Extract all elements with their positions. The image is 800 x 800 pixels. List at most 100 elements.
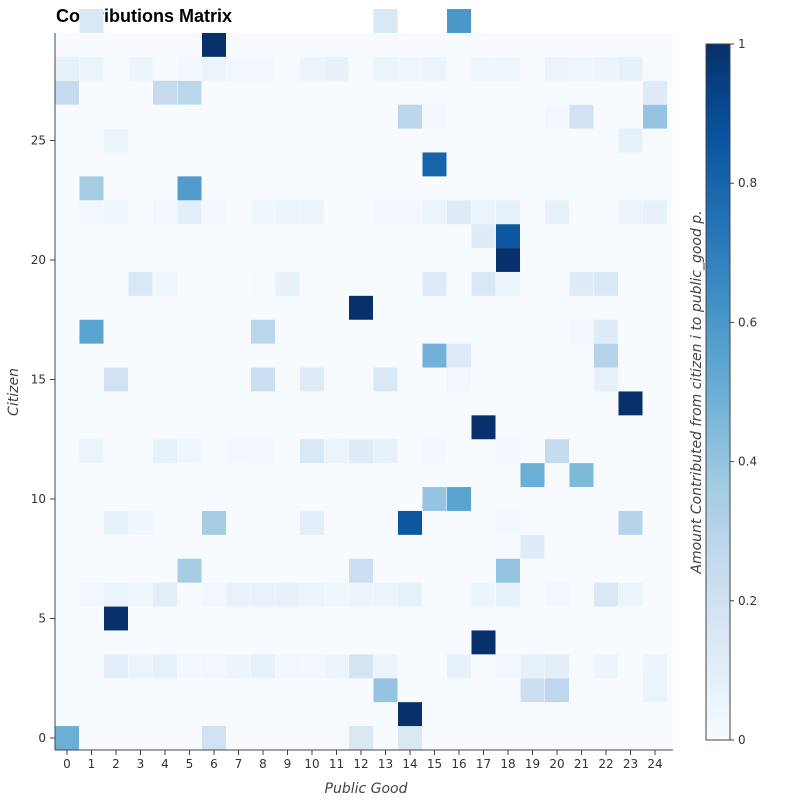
x-tick-label: 10 [304, 757, 319, 771]
colorbar-tick-label: 0.6 [738, 315, 757, 329]
heatmap-cell [422, 200, 447, 225]
heatmap-cell [300, 439, 324, 464]
heatmap-cell [226, 56, 251, 81]
x-tick-label: 2 [112, 757, 120, 771]
x-tick-label: 6 [210, 757, 218, 771]
colorbar-tick-label: 0.2 [738, 594, 757, 608]
heatmap-cell [104, 606, 128, 631]
heatmap-cell [153, 200, 177, 225]
heatmap-cell [128, 271, 153, 296]
heatmap-cell [153, 439, 177, 464]
heatmap-cell [447, 367, 471, 392]
heatmap-cell [275, 654, 300, 679]
colorbar-tick-label: 0.8 [738, 176, 757, 190]
heatmap-cell [594, 367, 618, 392]
heatmap-cell [104, 582, 128, 607]
heatmap-cell [545, 104, 569, 129]
heatmap-cell [520, 534, 545, 559]
heatmap-cell [422, 439, 447, 464]
heatmap-cell [373, 9, 398, 33]
heatmap-cell [398, 582, 422, 607]
heatmap-cell [398, 56, 422, 81]
heatmap-cell [545, 56, 569, 81]
heatmap-cell [373, 200, 398, 225]
heatmap-cells [55, 9, 667, 750]
heatmap-cell [177, 558, 202, 583]
heatmap-cell [153, 271, 177, 296]
heatmap-cell [79, 176, 104, 201]
x-tick-label: 4 [161, 757, 169, 771]
heatmap-cell [349, 582, 373, 607]
heatmap-cell [618, 56, 643, 81]
heatmap-cell [422, 104, 447, 129]
heatmap-cell [300, 582, 324, 607]
heatmap-cell [471, 415, 496, 440]
heatmap-cell [55, 56, 79, 81]
heatmap-cell [79, 582, 104, 607]
heatmap-cell [202, 654, 226, 679]
heatmap-cell [300, 654, 324, 679]
colorbar-title: Amount Contributed from citizen i to pub… [689, 210, 705, 574]
heatmap-cell [202, 32, 226, 57]
heatmap-cell [447, 343, 471, 368]
heatmap-cell [594, 56, 618, 81]
heatmap-cell [324, 654, 349, 679]
heatmap-cell [422, 271, 447, 296]
heatmap-cell [79, 200, 104, 225]
y-tick-label: 0 [38, 731, 46, 745]
heatmap-cell [496, 56, 520, 81]
heatmap-cell [226, 654, 251, 679]
heatmap-cell [496, 558, 520, 583]
heatmap-cell [398, 200, 422, 225]
heatmap-cell [104, 367, 128, 392]
heatmap-cell [251, 271, 275, 296]
y-tick-label: 15 [31, 373, 46, 387]
heatmap-cell [177, 200, 202, 225]
colorbar-gradient [705, 43, 731, 741]
heatmap-cell [251, 439, 275, 464]
colorbar-tick-label: 0 [738, 733, 746, 747]
heatmap-cell [79, 56, 104, 81]
heatmap-cell [545, 439, 569, 464]
y-tick-label: 5 [38, 612, 46, 626]
heatmap-cell [447, 200, 471, 225]
heatmap-cell [55, 726, 79, 750]
heatmap-cell [349, 295, 373, 320]
plot-background [55, 33, 673, 750]
heatmap-cell [471, 271, 496, 296]
heatmap-cell [251, 367, 275, 392]
heatmap-cell [202, 726, 226, 750]
heatmap-cell [447, 9, 471, 33]
heatmap-cell [79, 319, 104, 344]
heatmap-cell [324, 439, 349, 464]
x-tick-label: 24 [647, 757, 662, 771]
heatmap-cell [520, 463, 545, 488]
heatmap-cell [177, 176, 202, 201]
heatmap-cell [373, 367, 398, 392]
heatmap-cell [496, 510, 520, 535]
heatmap-cell [373, 582, 398, 607]
heatmap-cell [251, 582, 275, 607]
heatmap-cell [398, 510, 422, 535]
y-tick-label: 25 [31, 134, 46, 148]
heatmap-cell [520, 654, 545, 679]
heatmap-cell [79, 9, 104, 33]
heatmap-cell [104, 200, 128, 225]
heatmap-cell [594, 582, 618, 607]
x-tick-label: 19 [525, 757, 540, 771]
heatmap-cell [471, 630, 496, 655]
heatmap-cell [373, 678, 398, 703]
heatmap-cell [349, 654, 373, 679]
axes: 0 1 2 3 4 5 6 7 8 9 10 11 12 13 14 15 16 17 18 19 20 21 22 23 24… [31, 33, 673, 771]
heatmap-cell [128, 654, 153, 679]
heatmap-cell [594, 654, 618, 679]
x-tick-label: 20 [549, 757, 564, 771]
x-tick-label: 18 [500, 757, 515, 771]
x-tick-label: 3 [137, 757, 145, 771]
heatmap-cell [226, 439, 251, 464]
heatmap-cell [275, 271, 300, 296]
heatmap-cell [398, 702, 422, 727]
x-tick-label: 15 [427, 757, 442, 771]
heatmap-cell [447, 487, 471, 511]
